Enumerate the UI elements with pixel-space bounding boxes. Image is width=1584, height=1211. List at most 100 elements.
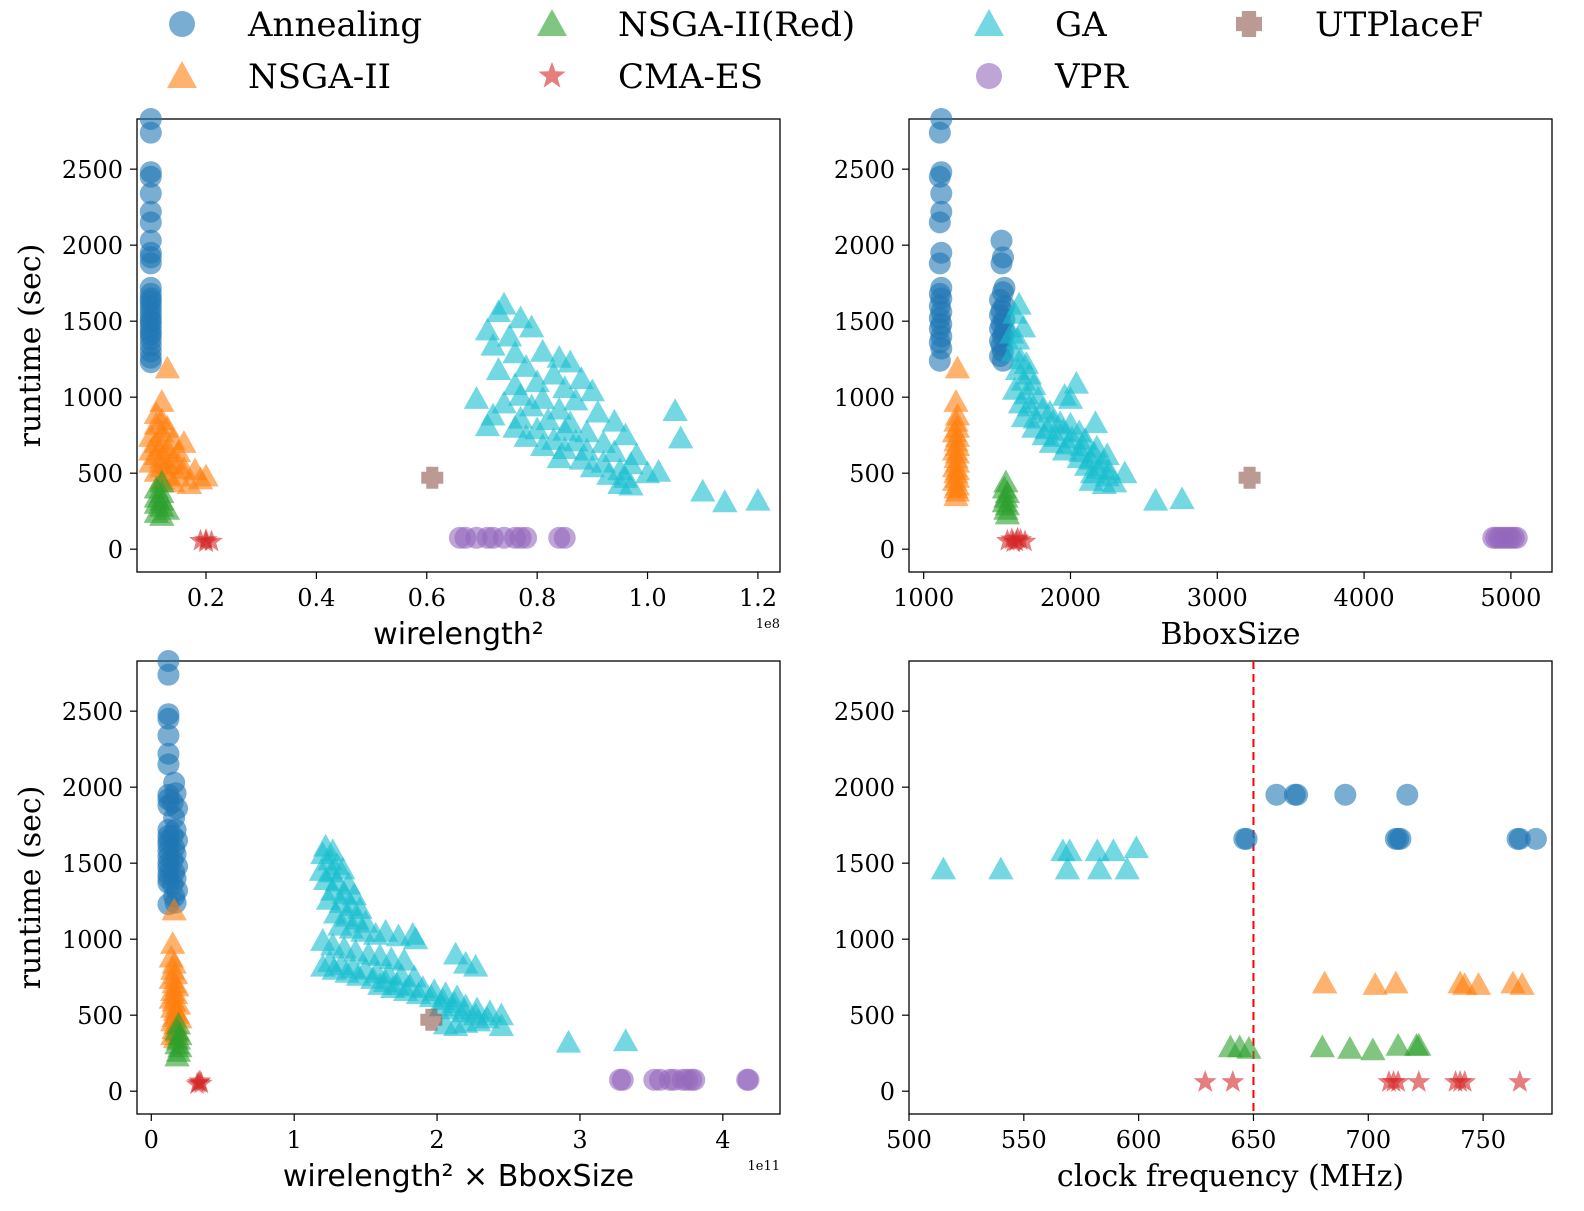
data-point-ga	[690, 478, 716, 502]
data-point-ga	[502, 340, 528, 364]
data-point-ga	[362, 921, 389, 945]
x-tick-label: 2000	[1040, 584, 1101, 612]
series-annealing	[1233, 783, 1547, 850]
data-point-ga	[1101, 469, 1128, 493]
y-tick-label: 1500	[62, 308, 123, 336]
data-point-annealing	[1334, 783, 1357, 806]
data-point-ga	[563, 387, 589, 411]
data-point-ga	[546, 396, 572, 420]
data-point-annealing	[139, 351, 162, 374]
data-point-ga	[579, 454, 605, 478]
series-vpr	[1482, 526, 1528, 549]
data-point-annealing	[928, 121, 951, 144]
data-point-ga	[1100, 838, 1127, 862]
data-point-cma-es	[194, 530, 218, 553]
data-point-ga	[491, 390, 517, 414]
data-point-cma-es	[1013, 529, 1037, 552]
panel-1: 0 500 1000 1500 2000 2500 0.2 0.4 0.6 0.8 1.0 1.2 1e…	[13, 108, 781, 652]
series-nsga-ii	[941, 355, 971, 507]
legend-label-nsga-ii: NSGA-II	[248, 57, 391, 97]
legend-item-nsga-ii: NSGA-II	[167, 57, 391, 97]
series-cma-es	[995, 526, 1037, 553]
data-point-annealing	[139, 182, 162, 205]
legend-marker-vpr	[976, 63, 1002, 89]
data-point-annealing	[157, 707, 180, 730]
legend-label-nsga-ii-red: NSGA-II(Red)	[618, 5, 855, 45]
data-point-annealing	[139, 252, 162, 275]
x-axis-label: wirelength²	[373, 617, 544, 652]
x-tick-label: 650	[1231, 1126, 1277, 1154]
series-cma-es	[1193, 1070, 1532, 1092]
data-point-ga	[518, 314, 545, 338]
y-tick-label: 0	[108, 1078, 123, 1106]
data-point-nsga-ii-red	[1309, 1034, 1336, 1058]
x-tick-label: 1000	[893, 584, 954, 612]
data-point-annealing	[928, 349, 951, 372]
x-tick-label: 5000	[1480, 584, 1541, 612]
y-tick-label: 2000	[834, 232, 895, 260]
data-point-ga	[513, 354, 539, 377]
data-point-nsga-ii	[160, 931, 186, 954]
data-point-ga	[1051, 437, 1078, 461]
data-point-nsga-ii	[1383, 970, 1409, 994]
series-ga	[930, 835, 1149, 880]
data-point-annealing	[990, 229, 1013, 252]
data-point-ga	[442, 1013, 469, 1036]
legend-marker-annealing	[169, 11, 195, 37]
data-point-annealing	[1389, 827, 1412, 850]
data-point-ga	[1123, 835, 1149, 859]
legend-item-utplacef: UTPlaceF	[1236, 5, 1483, 45]
data-point-utplacef	[421, 466, 444, 489]
x-axis-label: clock frequency (MHz)	[1057, 1159, 1404, 1194]
data-point-ga	[1086, 856, 1113, 880]
data-point-ga	[513, 424, 539, 447]
data-point-nsga-ii	[171, 430, 197, 453]
data-point-ga	[541, 361, 567, 385]
data-point-ga	[496, 323, 523, 347]
series-vpr	[608, 1068, 760, 1091]
series-utplacef	[420, 1008, 443, 1031]
series-cma-es	[189, 528, 223, 553]
y-tick-label: 1000	[834, 384, 895, 412]
data-point-annealing	[990, 252, 1013, 275]
data-point-annealing	[139, 165, 162, 188]
data-point-ga	[668, 425, 694, 449]
data-point-ga	[518, 393, 545, 417]
data-point-nsga-ii	[1509, 972, 1535, 995]
data-point-ga	[488, 1013, 515, 1036]
data-point-cma-es	[1193, 1070, 1217, 1092]
series-ga	[463, 291, 771, 513]
legend-label-annealing: Annealing	[247, 5, 422, 45]
data-point-ga	[462, 953, 489, 977]
data-point-ga	[1084, 838, 1110, 862]
legend-marker-cma-es	[538, 61, 566, 88]
data-point-ga	[557, 349, 583, 373]
series-utplacef	[1238, 466, 1261, 489]
y-tick-label: 0	[108, 536, 123, 564]
y-tick-label: 2500	[62, 698, 123, 726]
data-point-cma-es	[188, 1069, 212, 1092]
series-cma-es	[185, 1069, 213, 1095]
panel-4: 0 500 1000 1500 2000 2500 500 550 600 650 700 750 cl…	[834, 660, 1553, 1194]
data-point-ga	[485, 357, 512, 380]
data-point-ga	[555, 1029, 582, 1053]
legend-label-utplacef: UTPlaceF	[1315, 5, 1483, 45]
data-point-nsga-ii-red	[164, 1043, 190, 1067]
x-tick-label: 4	[715, 1126, 730, 1154]
legend-item-cma-es: CMA-ES	[538, 57, 763, 97]
series-nsga-ii-red	[164, 1011, 193, 1067]
series-ga	[999, 291, 1195, 511]
x-tick-label: 0.2	[187, 584, 225, 612]
data-point-annealing	[928, 165, 951, 188]
data-point-ga	[1002, 300, 1028, 324]
data-point-ga	[662, 398, 688, 421]
legend-item-ga: GA	[974, 5, 1107, 45]
data-point-ga	[552, 375, 578, 399]
series-ga	[308, 833, 639, 1053]
data-point-vpr	[515, 526, 538, 549]
data-point-nsga-ii	[1465, 972, 1492, 995]
data-point-ga	[535, 407, 561, 431]
data-point-cma-es	[1006, 526, 1030, 549]
x-tick-label: 700	[1345, 1126, 1391, 1154]
data-point-ga	[345, 963, 372, 986]
